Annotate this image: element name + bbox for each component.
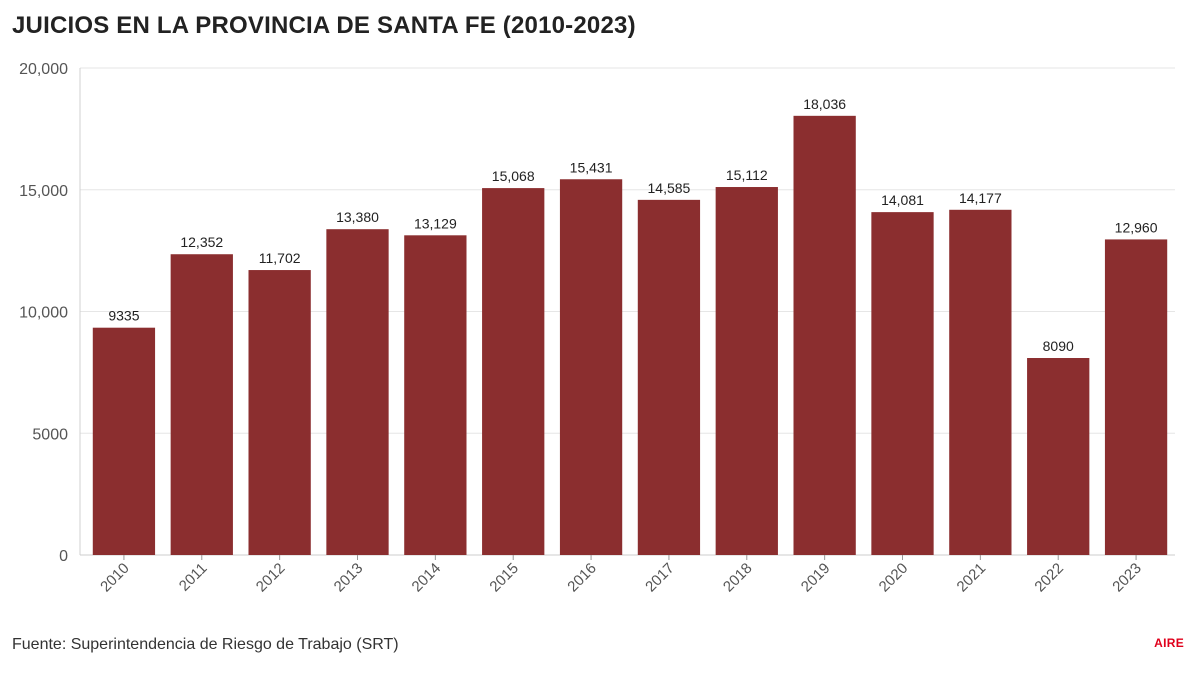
x-tick-label: 2014	[409, 560, 445, 596]
bar	[248, 270, 311, 555]
bar-value-label: 15,431	[570, 159, 613, 175]
bar	[637, 199, 701, 555]
bar	[326, 229, 389, 555]
x-tick-label: 2016	[564, 560, 600, 596]
bar-value-label: 11,702	[259, 250, 301, 266]
bar-value-label: 9335	[108, 308, 139, 324]
x-tick-label: 2018	[720, 560, 756, 596]
x-tick-label: 2020	[876, 560, 912, 596]
chart-title: JUICIOS EN LA PROVINCIA DE SANTA FE (201…	[12, 12, 636, 39]
bar-value-label: 15,068	[492, 168, 535, 184]
bar	[170, 254, 233, 555]
bar-value-label: 13,129	[414, 215, 457, 231]
bar	[559, 179, 623, 555]
bar-value-label: 12,960	[1115, 219, 1158, 235]
bar-value-label: 14,177	[959, 190, 1002, 206]
x-tick-label: 2013	[331, 560, 367, 596]
bar	[715, 187, 778, 555]
bar-value-label: 15,112	[726, 167, 768, 183]
x-tick-label: 2019	[798, 560, 834, 596]
bar-value-label: 13,380	[336, 209, 379, 225]
y-tick-label: 10,000	[19, 305, 68, 322]
source-note: Fuente: Superintendencia de Riesgo de Tr…	[12, 636, 399, 653]
bar	[404, 235, 467, 556]
x-tick-label: 2010	[97, 560, 133, 596]
x-tick-label: 2023	[1109, 560, 1145, 596]
bar-value-label: 12,352	[180, 234, 223, 250]
y-tick-label: 20,000	[19, 61, 68, 78]
bar	[1027, 358, 1090, 555]
aire-logo: AIRE	[1154, 636, 1184, 650]
y-tick-label: 5000	[32, 426, 68, 443]
y-tick-label: 15,000	[19, 183, 68, 200]
x-tick-label: 2021	[954, 560, 990, 596]
y-tick-label: 0	[59, 548, 68, 565]
bar	[949, 209, 1012, 556]
x-tick-label: 2011	[176, 560, 211, 595]
bar	[482, 188, 545, 556]
x-tick-label: 2012	[253, 560, 289, 596]
bar	[92, 327, 156, 555]
bar	[871, 212, 934, 555]
x-tick-label: 2015	[486, 560, 522, 596]
x-tick-label: 2017	[642, 560, 678, 596]
x-tick-label: 2022	[1031, 560, 1067, 596]
bar	[793, 115, 856, 556]
bar-value-label: 18,036	[803, 96, 846, 112]
bar	[1104, 239, 1168, 555]
bar-value-label: 14,081	[881, 192, 924, 208]
bar-value-label: 14,585	[648, 180, 691, 196]
bar-value-label: 8090	[1043, 338, 1074, 354]
